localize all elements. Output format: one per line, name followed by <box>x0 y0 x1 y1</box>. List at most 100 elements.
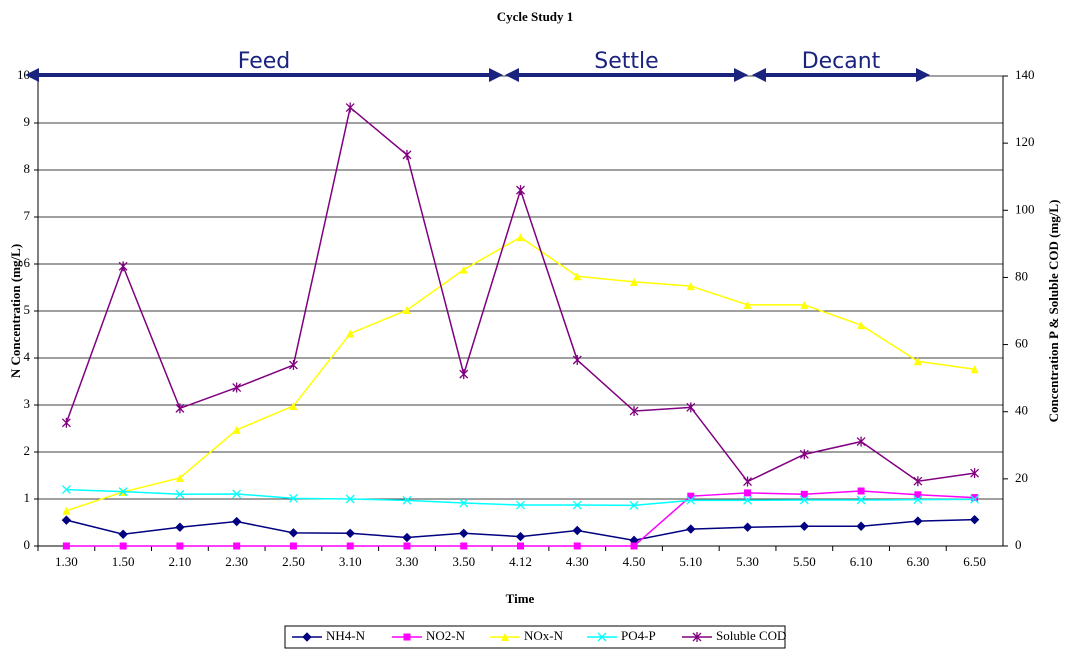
marker <box>175 489 185 499</box>
marker <box>516 233 525 242</box>
marker <box>799 521 810 531</box>
y-tick-label: 8 <box>24 161 31 176</box>
y-axis-label: N Concentration (mg/L) <box>8 244 23 378</box>
y2-tick-label: 140 <box>1015 67 1035 82</box>
x-tick-label: 1.50 <box>112 554 135 569</box>
marker <box>971 494 979 502</box>
marker <box>630 542 638 550</box>
y2-tick-label: 120 <box>1015 134 1035 149</box>
y2-tick-label: 100 <box>1015 201 1035 216</box>
marker <box>61 515 72 525</box>
marker <box>969 514 980 525</box>
marker <box>743 495 753 505</box>
y-tick-label: 2 <box>24 443 31 458</box>
marker <box>459 265 468 274</box>
x-tick-label: 4.30 <box>566 554 589 569</box>
marker <box>118 529 128 539</box>
x-axis-label: Time <box>506 591 535 606</box>
series-line <box>65 106 975 483</box>
y-tick-label: 10 <box>17 67 30 82</box>
legend-label: PO4-P <box>621 628 656 643</box>
x-tick-label: 5.10 <box>679 554 702 569</box>
marker <box>743 476 753 487</box>
x-tick-label: 6.50 <box>963 554 986 569</box>
legend-label: NH4-N <box>326 628 366 643</box>
marker <box>516 500 525 510</box>
marker <box>402 495 412 505</box>
legend-label: Soluble COD <box>716 628 786 643</box>
marker <box>175 473 184 482</box>
marker <box>800 300 809 309</box>
phase-arrowhead <box>734 68 748 82</box>
marker <box>515 531 526 542</box>
phase-arrowhead <box>25 68 39 82</box>
marker <box>459 369 469 380</box>
marker <box>459 528 469 539</box>
y2-tick-label: 40 <box>1015 403 1028 418</box>
y2-tick-label: 20 <box>1015 470 1028 485</box>
marker <box>742 522 753 532</box>
phase-label: Feed <box>238 49 291 74</box>
x-tick-label: 5.50 <box>793 554 816 569</box>
marker <box>402 149 412 160</box>
series-line <box>66 236 975 512</box>
marker <box>857 321 866 330</box>
marker <box>857 487 865 495</box>
y2-axis-label: Concentration P & Soluble COD (mg/L) <box>1046 200 1061 423</box>
y-tick-label: 5 <box>24 302 31 317</box>
y-tick-label: 0 <box>24 537 31 552</box>
marker <box>800 490 808 498</box>
marker <box>233 542 241 550</box>
marker <box>856 521 866 531</box>
marker <box>856 495 866 505</box>
marker <box>402 532 412 543</box>
phase-arrowhead <box>505 68 519 82</box>
phase-label: Decant <box>802 49 881 74</box>
legend-label: NO2-N <box>426 628 466 643</box>
marker <box>288 528 299 538</box>
marker <box>914 491 922 499</box>
x-tick-label: 6.30 <box>906 554 929 569</box>
marker <box>289 401 298 410</box>
marker <box>799 449 809 460</box>
chart-title: Cycle Study 1 <box>497 9 574 24</box>
marker <box>597 632 607 642</box>
marker <box>288 360 298 371</box>
marker <box>460 542 468 550</box>
marker <box>346 329 355 338</box>
marker <box>573 272 582 281</box>
marker <box>686 282 695 291</box>
marker <box>345 494 355 504</box>
marker <box>345 102 355 113</box>
x-tick-label: 6.10 <box>850 554 873 569</box>
marker <box>231 516 242 527</box>
phase-arrowhead <box>752 68 766 82</box>
marker <box>345 528 355 539</box>
phase-arrowhead <box>489 68 503 82</box>
marker <box>686 402 696 413</box>
marker <box>686 495 696 505</box>
marker <box>118 487 128 497</box>
y-tick-label: 9 <box>24 114 31 129</box>
marker <box>629 406 639 417</box>
x-tick-label: 2.50 <box>282 554 305 569</box>
marker <box>744 489 752 497</box>
marker <box>118 261 128 272</box>
marker <box>970 365 979 374</box>
y-tick-label: 4 <box>24 349 31 364</box>
phase-label: Settle <box>594 49 658 74</box>
marker <box>913 357 922 366</box>
marker <box>913 476 923 487</box>
marker <box>232 489 242 499</box>
marker <box>62 542 70 550</box>
x-tick-label: 3.10 <box>339 554 362 569</box>
marker <box>62 506 71 515</box>
x-tick-label: 2.30 <box>225 554 248 569</box>
marker <box>403 542 411 550</box>
marker <box>572 355 582 366</box>
x-tick-label: 4.50 <box>623 554 646 569</box>
marker <box>176 542 184 550</box>
marker <box>61 485 71 495</box>
marker <box>970 468 980 479</box>
